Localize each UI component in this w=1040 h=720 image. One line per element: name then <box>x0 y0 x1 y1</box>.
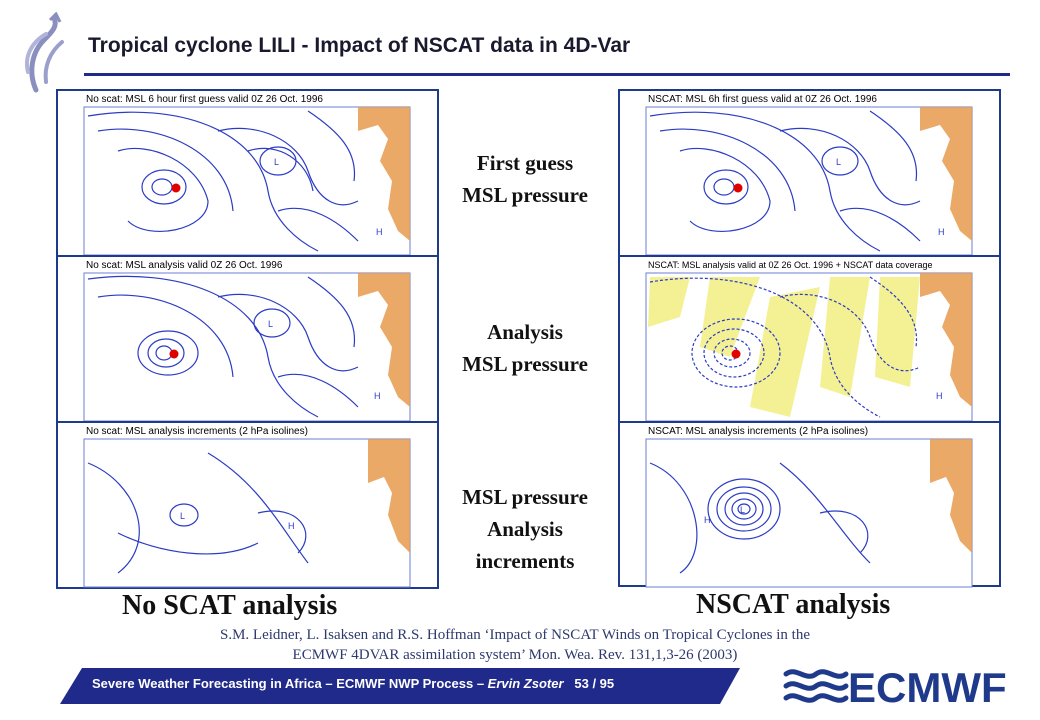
high-pressure-label: H <box>374 391 381 401</box>
high-pressure-label: H <box>288 521 295 531</box>
map-caption: NSCAT: MSL analysis increments (2 hPa is… <box>648 426 869 437</box>
map-caption: No scat: MSL analysis valid 0Z 26 Oct. 1… <box>86 260 283 271</box>
map-caption: No scat: MSL 6 hour first guess valid 0Z… <box>86 94 323 105</box>
isobar-map-image: L H <box>645 106 973 255</box>
footer-author: Ervin Zsoter <box>487 676 564 691</box>
no-scat-increments-map: L H No scat: MSL analysis increments (2 … <box>58 423 437 589</box>
nscat-analysis-label: NSCAT analysis <box>696 589 891 620</box>
nscat-analysis-map: H NSCAT: MSL analysis valid at 0Z 26 Oct… <box>620 257 999 423</box>
low-pressure-label: L <box>274 157 279 167</box>
high-pressure-label: H <box>936 391 943 401</box>
isobar-map-image: L H <box>83 106 411 255</box>
label-line: increments <box>475 549 575 573</box>
no-scat-panel-column: L H No scat: MSL 6 hour first guess vali… <box>56 89 439 589</box>
label-line: First guess <box>476 151 574 175</box>
map-caption: NSCAT: MSL 6h first guess valid at 0Z 26… <box>648 94 877 105</box>
no-scat-first-guess-map: L H No scat: MSL 6 hour first guess vali… <box>58 91 437 257</box>
map-caption: No scat: MSL analysis increments (2 hPa … <box>86 426 308 437</box>
label-line: MSL pressure <box>462 485 588 509</box>
high-pressure-label: H <box>376 227 383 237</box>
footer-band <box>60 668 740 704</box>
label-line: MSL pressure <box>462 183 588 207</box>
citation-line: ECMWF 4DVAR assimilation system’ Mon. We… <box>292 647 738 663</box>
high-pressure-label: H <box>938 227 945 237</box>
slide-title: Tropical cyclone LILI - Impact of NSCAT … <box>88 34 631 57</box>
increments-label: MSL pressure Analysis increments <box>430 481 620 577</box>
ecmwf-logo-icon: ECMWF <box>783 664 1006 708</box>
nscat-swath-coverage <box>648 277 920 417</box>
title-divider <box>84 73 1010 76</box>
ecmwf-logo-text: ECMWF <box>848 664 1006 708</box>
analysis-label: Analysis MSL pressure <box>430 316 620 380</box>
low-pressure-label: L <box>836 157 841 167</box>
isobar-map-image: H <box>645 272 973 421</box>
page-number: 53 / 95 <box>574 676 615 691</box>
label-line: Analysis <box>487 517 563 541</box>
isobar-map-image: L H <box>83 272 411 421</box>
label-line: MSL pressure <box>462 352 588 376</box>
high-pressure-label: H <box>704 515 711 525</box>
footer-text: Severe Weather Forecasting in Africa – E… <box>92 676 614 691</box>
isobar-map-image: L H <box>83 438 411 588</box>
nscat-panel-column: L H NSCAT: MSL 6h first guess valid at 0… <box>618 89 1001 589</box>
low-pressure-label: L <box>740 505 745 515</box>
citation-line: S.M. Leidner, L. Isaksen and R.S. Hoffma… <box>220 627 810 643</box>
swirl-logo-icon <box>25 12 64 93</box>
low-pressure-label: L <box>180 511 185 521</box>
first-guess-label: First guess MSL pressure <box>430 147 620 211</box>
citation: S.M. Leidner, L. Isaksen and R.S. Hoffma… <box>120 625 910 665</box>
no-scat-analysis-label: No SCAT analysis <box>122 590 338 621</box>
map-caption: NSCAT: MSL analysis valid at 0Z 26 Oct. … <box>648 260 933 270</box>
low-pressure-label: L <box>268 319 273 329</box>
isobar-map-image: L H <box>645 438 973 588</box>
nscat-increments-map: L H NSCAT: MSL analysis increments (2 hP… <box>620 423 999 589</box>
nscat-first-guess-map: L H NSCAT: MSL 6h first guess valid at 0… <box>620 91 999 257</box>
no-scat-analysis-map: L H No scat: MSL analysis valid 0Z 26 Oc… <box>58 257 437 423</box>
footer-course: Severe Weather Forecasting in Africa – E… <box>92 676 488 691</box>
label-line: Analysis <box>487 320 563 344</box>
